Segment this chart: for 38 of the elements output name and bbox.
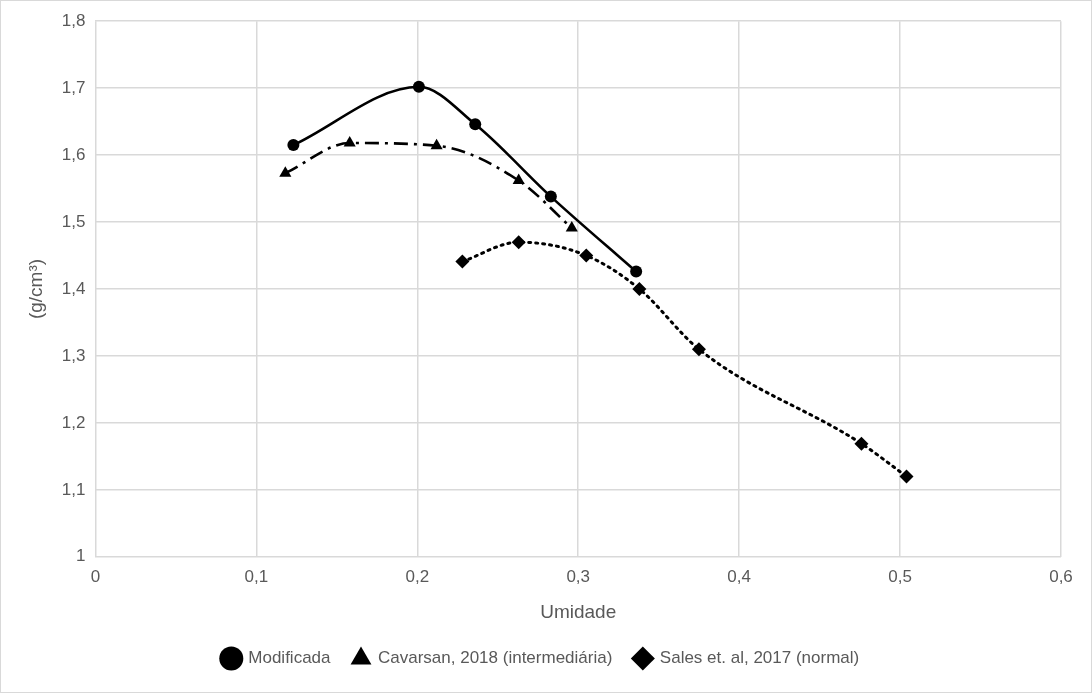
legend-label: Sales et. al, 2017 (normal)	[659, 648, 860, 668]
y-tick-label: 1,8	[61, 10, 86, 30]
point	[632, 282, 647, 296]
y-tick-label: 1,6	[61, 144, 86, 164]
y-tick-label: 1,4	[61, 278, 86, 298]
point	[630, 265, 643, 278]
point	[455, 254, 470, 269]
point	[412, 80, 425, 93]
point	[287, 139, 300, 152]
point	[565, 221, 578, 232]
point	[469, 118, 482, 131]
point	[279, 166, 292, 177]
x-tick-label: 0,1	[244, 566, 269, 586]
legend-label: Cavarsan, 2018 (intermediária)	[378, 648, 613, 668]
x-tick-label: 0,3	[566, 566, 591, 586]
x-tick-label: 0	[90, 566, 101, 586]
y-tick-label: 1,1	[61, 479, 86, 499]
y-tick-label: 1,2	[61, 412, 86, 432]
point	[512, 173, 525, 185]
x-tick-label: 0,6	[1049, 566, 1073, 586]
y-tick-label: 1,7	[61, 77, 86, 97]
y-tick-label: 1	[75, 546, 86, 566]
point	[430, 138, 443, 150]
point	[343, 136, 356, 147]
x-tick-label: 0,2	[405, 566, 430, 586]
point	[544, 190, 557, 203]
x-axis-title: Umidade	[540, 600, 617, 622]
point	[579, 248, 594, 263]
x-tick-label: 0,5	[888, 566, 912, 586]
legend-label: Modificada	[248, 648, 332, 668]
y-tick-label: 1,3	[61, 345, 86, 365]
x-tick-label: 0,4	[727, 566, 751, 586]
y-tick-label: 1,5	[61, 211, 86, 231]
point	[854, 436, 869, 451]
point	[511, 235, 526, 250]
point	[899, 469, 914, 484]
point	[691, 342, 706, 357]
y-axis-title: (g/cm³)	[24, 258, 46, 320]
